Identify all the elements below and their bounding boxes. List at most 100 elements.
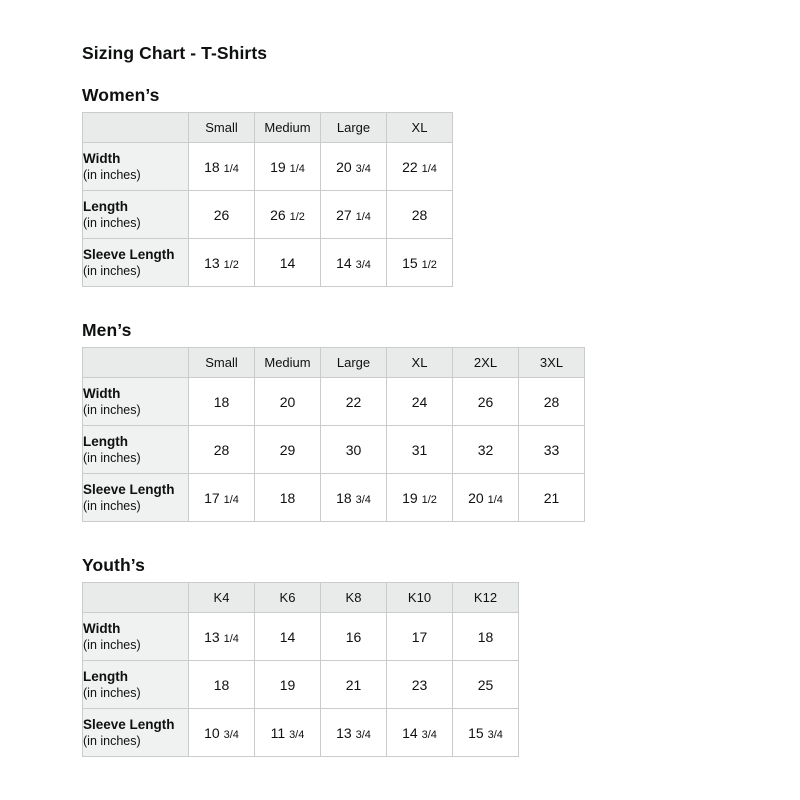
fraction: 1/4: [223, 632, 239, 645]
column-header-large: Large: [320, 347, 387, 378]
value-cell: 20 1/4: [452, 473, 519, 522]
row-label-cell: Length (in inches): [82, 425, 189, 474]
table-row: Sleeve Length (in inches) 17 1/4 18 18 3/4 19…: [82, 473, 585, 522]
value-cell: 19 1/4: [254, 142, 321, 191]
section-heading-mens: Men’s: [82, 320, 132, 340]
value-cell: 28: [386, 190, 453, 239]
sizing-table-mens: Small Medium Large XL 2XL 3XL Width (in inches)…: [82, 347, 585, 522]
value-cell: 22 1/4: [386, 142, 453, 191]
fraction: 1/4: [223, 493, 239, 506]
value-cell: 14 3/4: [386, 708, 453, 757]
row-label-cell: Sleeve Length (in inches): [82, 238, 189, 287]
value-cell: 10 3/4: [188, 708, 255, 757]
section-womens: Women’s Small Medium Large XL Width (in inche…: [82, 86, 760, 287]
value-cell: 18 1/4: [188, 142, 255, 191]
column-header-large: Large: [320, 112, 387, 143]
row-label-cell: Length (in inches): [82, 190, 189, 239]
corner-cell: [82, 347, 189, 378]
value-cell: 28: [188, 425, 255, 474]
value-cell: 33: [518, 425, 585, 474]
column-header-medium: Medium: [254, 112, 321, 143]
row-label-cell: Length (in inches): [82, 660, 189, 709]
fraction: 3/4: [355, 493, 371, 506]
table-row: Sleeve Length (in inches) 10 3/4 11 3/4 13 3…: [82, 708, 519, 757]
value-cell: 18: [188, 377, 255, 426]
column-header-k6: K6: [254, 582, 321, 613]
value-cell: 20: [254, 377, 321, 426]
value-cell: 17: [386, 612, 453, 661]
value-cell: 21: [320, 660, 387, 709]
row-label: Length: [83, 199, 128, 214]
table-row: Width (in inches) 13 1/4 14 16 17 18: [82, 612, 519, 661]
value-cell: 18 3/4: [320, 473, 387, 522]
value-cell: 13 1/4: [188, 612, 255, 661]
value-cell: 15 3/4: [452, 708, 519, 757]
value-cell: 32: [452, 425, 519, 474]
value-cell: 22: [320, 377, 387, 426]
fraction: 3/4: [487, 728, 503, 741]
column-header-k10: K10: [386, 582, 453, 613]
row-label-cell: Sleeve Length (in inches): [82, 473, 189, 522]
row-sublabel: (in inches): [83, 403, 141, 417]
column-header-medium: Medium: [254, 347, 321, 378]
row-label: Width: [83, 151, 121, 166]
value-cell: 20 3/4: [320, 142, 387, 191]
fraction: 1/2: [223, 258, 239, 271]
row-sublabel: (in inches): [83, 638, 141, 652]
row-sublabel: (in inches): [83, 686, 141, 700]
value-cell: 25: [452, 660, 519, 709]
value-cell: 30: [320, 425, 387, 474]
column-header-3xl: 3XL: [518, 347, 585, 378]
row-sublabel: (in inches): [83, 499, 141, 513]
value-cell: 18: [188, 660, 255, 709]
value-cell: 17 1/4: [188, 473, 255, 522]
sizing-chart-page: Sizing Chart - T-Shirts Women’s Small Med…: [82, 44, 760, 757]
fraction: 3/4: [223, 728, 239, 741]
table-row: Width (in inches) 18 20 22 24 26 28: [82, 377, 585, 426]
row-label: Width: [83, 386, 121, 401]
row-label-cell: Sleeve Length (in inches): [82, 708, 189, 757]
column-header-k8: K8: [320, 582, 387, 613]
value-cell: 16: [320, 612, 387, 661]
row-label: Sleeve Length: [83, 247, 175, 262]
row-label: Length: [83, 669, 128, 684]
table-row: Width (in inches) 18 1/4 19 1/4 20 3/4 22 1/4: [82, 142, 453, 191]
fraction: 1/2: [421, 493, 437, 506]
value-cell: 24: [386, 377, 453, 426]
value-cell: 18: [254, 473, 321, 522]
fraction: 3/4: [355, 162, 371, 175]
corner-cell: [82, 112, 189, 143]
row-label-cell: Width (in inches): [82, 142, 189, 191]
row-label: Sleeve Length: [83, 717, 175, 732]
header-row: K4 K6 K8 K10 K12: [82, 582, 519, 613]
value-cell: 27 1/4: [320, 190, 387, 239]
value-cell: 26 1/2: [254, 190, 321, 239]
fraction: 3/4: [355, 258, 371, 271]
value-cell: 29: [254, 425, 321, 474]
column-header-small: Small: [188, 112, 255, 143]
header-row: Small Medium Large XL 2XL 3XL: [82, 347, 585, 378]
value-cell: 13 1/2: [188, 238, 255, 287]
row-label-cell: Width (in inches): [82, 612, 189, 661]
row-label: Width: [83, 621, 121, 636]
value-cell: 23: [386, 660, 453, 709]
value-cell: 19: [254, 660, 321, 709]
row-label: Sleeve Length: [83, 482, 175, 497]
fraction: 3/4: [289, 728, 305, 741]
value-cell: 19 1/2: [386, 473, 453, 522]
value-cell: 28: [518, 377, 585, 426]
fraction: 1/4: [223, 162, 239, 175]
column-header-small: Small: [188, 347, 255, 378]
corner-cell: [82, 582, 189, 613]
value-cell: 14: [254, 612, 321, 661]
section-youths: Youth’s K4 K6 K8 K10 K12 Width (in inches) 13 1…: [82, 556, 760, 757]
column-header-k12: K12: [452, 582, 519, 613]
table-row: Length (in inches) 18 19 21 23 25: [82, 660, 519, 709]
column-header-2xl: 2XL: [452, 347, 519, 378]
section-mens: Men’s Small Medium Large XL 2XL 3XL Width (in i…: [82, 321, 760, 522]
table-row: Length (in inches) 26 26 1/2 27 1/4 28: [82, 190, 453, 239]
section-heading-youths: Youth’s: [82, 555, 145, 575]
table-row: Sleeve Length (in inches) 13 1/2 14 14 3/4 15…: [82, 238, 453, 287]
row-label: Length: [83, 434, 128, 449]
row-sublabel: (in inches): [83, 216, 141, 230]
